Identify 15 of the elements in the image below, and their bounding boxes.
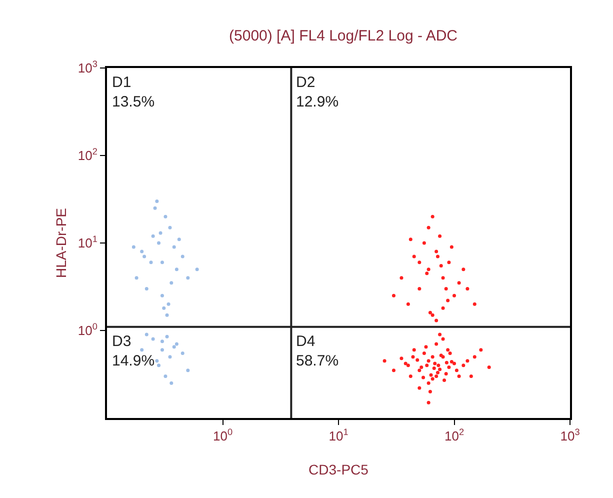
- y-tick-label: 10$^{0}$: [78, 322, 98, 338]
- x-tick-label: 10$^{1}$: [328, 427, 348, 444]
- chart-title: (5000) [A] FL4 Log/FL2 Log - ADC: [229, 27, 458, 44]
- x-tick-label: 10$^{2}$: [444, 427, 464, 444]
- x-tick-label: 10$^{3}$: [560, 427, 580, 444]
- x-axis-title: CD3-PC5: [308, 461, 369, 478]
- annotation: D2 12.9%: [296, 74, 339, 110]
- y-tick-label: 10$^{3}$: [78, 59, 98, 76]
- x-tick-label: 10$^{0}$: [212, 427, 233, 444]
- y-axis-title: HLA-Dr-PE: [52, 208, 69, 278]
- y-tick-label: 10$^{1}$: [78, 234, 98, 251]
- y-tick-label: 10$^{2}$: [78, 146, 98, 164]
- annotation: D4 58.7%: [296, 333, 339, 370]
- annotation: D3 14.9%: [112, 333, 155, 370]
- annotation: D1 13.5%: [112, 74, 155, 110]
